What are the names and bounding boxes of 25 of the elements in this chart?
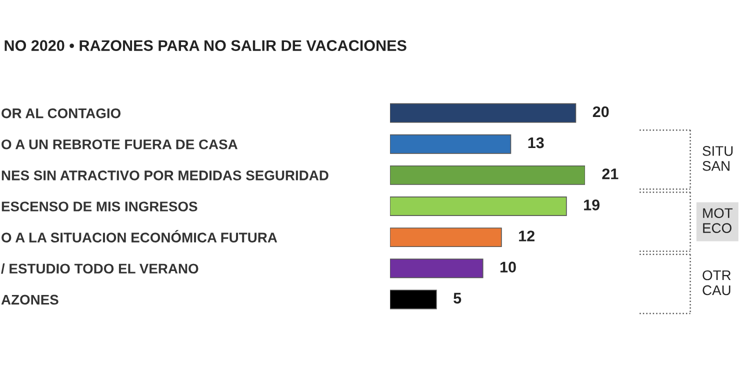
bar [390,165,585,185]
data-label: 20 [592,106,609,118]
bar [390,103,576,123]
bar [390,196,567,216]
y-tick-label: / ESTUDIO TODO EL VERANO [1,263,198,274]
y-tick-label: OR AL CONTAGIO [2,108,121,118]
data-label: 12 [519,230,534,242]
text: MOT ECO [703,208,733,233]
y-tick-label: O A UN REBROTE FUERA DE CASA [2,139,238,150]
y-tick-label: ESCENSO DE MIS INGRESOS [2,202,198,212]
bar [390,290,437,310]
y-tick-label: O A LA SITUACION ECONÓMICA FUTURA [2,230,278,242]
bar [390,258,484,278]
data-label: 5 [454,292,462,304]
data-label: 10 [500,262,516,272]
text: NO 2020 • RAZONES PARA NO SALIR DE VACACIONES [4,40,406,51]
y-tick-label: NES SIN ATRACTIVO POR MEDIDAS SEGURIDAD [2,170,328,180]
data-label: 21 [602,168,618,180]
bar [390,228,502,248]
text: SITU SAN [702,146,733,171]
text: OTR CAU [702,270,731,296]
data-label: 13 [528,137,544,148]
y-tick-label: AZONES [1,294,58,305]
data-label: 19 [584,200,600,210]
bar [390,134,512,154]
